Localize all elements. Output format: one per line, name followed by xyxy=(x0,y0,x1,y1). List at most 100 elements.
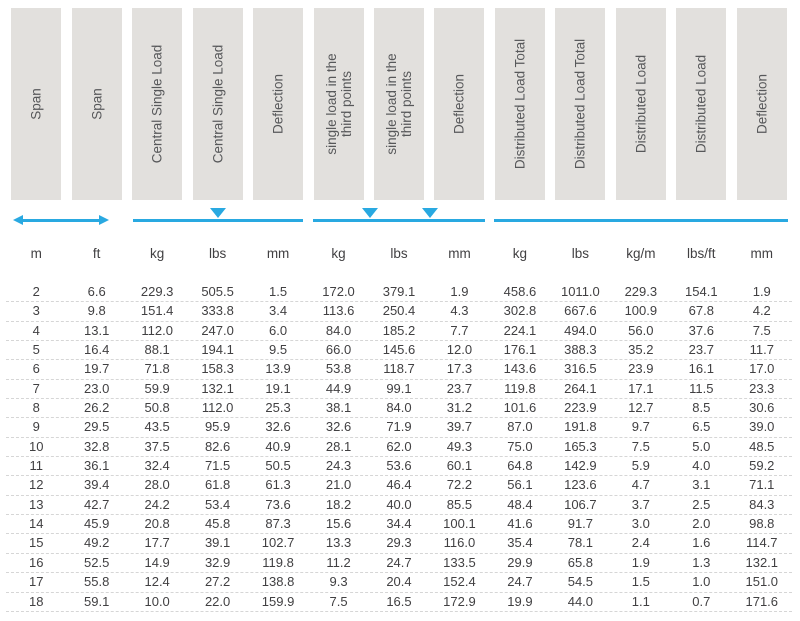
table-cell: 28.0 xyxy=(144,477,170,493)
table-cell: 40.9 xyxy=(265,438,291,454)
table-cell: 3.1 xyxy=(692,477,711,493)
table-cell: 29.3 xyxy=(386,535,412,551)
table-cell: 27.2 xyxy=(204,574,231,590)
table-cell: 1.5 xyxy=(631,574,650,590)
table-cell: 250.4 xyxy=(382,303,416,319)
table-cell: 165.3 xyxy=(564,438,597,454)
table-row: 15 49.2 17.7 39.1 102.7 13.3 29.3 116.0 35.4 78.1… xyxy=(6,534,792,554)
table-row: 7 23.0 59.9 132.1 19.1 44.9 99.1 23.7 119.8 264.1… xyxy=(6,380,792,400)
table-cell: 7.7 xyxy=(450,322,469,338)
table-cell: 16.5 xyxy=(386,593,412,609)
table-cell: 82.6 xyxy=(204,438,231,454)
table-cell: 71.9 xyxy=(386,419,412,435)
table-cell: 4.3 xyxy=(450,303,469,319)
table-cell: 116.0 xyxy=(443,535,476,551)
table-row: 2 6.6 229.3 505.5 1.5 172.0 379.1 1.9 458.6 1011.… xyxy=(6,283,792,303)
table-cell: 1.9 xyxy=(752,284,771,299)
table-cell: 45.9 xyxy=(84,516,110,532)
table-cell: 15.6 xyxy=(325,516,352,532)
table-cell: 6.6 xyxy=(87,284,106,299)
table-row: 17 55.8 12.4 27.2 138.8 9.3 20.4 152.4 24.7 54.5 1… xyxy=(6,573,792,593)
unit-label: lbs xyxy=(208,246,227,261)
table-cell: 61.3 xyxy=(265,477,291,493)
table-cell: 2.4 xyxy=(631,535,650,551)
table-cell: 18 xyxy=(28,593,44,609)
table-cell: 1.9 xyxy=(450,284,469,299)
table-cell: 75.0 xyxy=(507,438,533,454)
table-cell: 7.5 xyxy=(329,593,348,609)
table-cell: 143.6 xyxy=(503,361,537,377)
table-cell: 60.1 xyxy=(446,458,473,474)
table-cell: 38.1 xyxy=(325,400,352,416)
table-row: 6 19.7 71.8 158.3 13.9 53.8 118.7 17.3 143.6 316.… xyxy=(6,360,792,380)
table-cell: 29.9 xyxy=(507,554,533,570)
table-row: 11 36.1 32.4 71.5 50.5 24.3 53.6 60.1 64.8 142.9 5… xyxy=(6,457,792,477)
table-cell: 98.8 xyxy=(749,516,775,532)
table-cell: 25.3 xyxy=(265,400,291,416)
table-cell: 1011.0 xyxy=(560,284,600,299)
table-cell: 4.0 xyxy=(692,458,711,474)
table-cell: 6.5 xyxy=(692,419,711,435)
table-cell: 0.7 xyxy=(692,593,711,609)
table-row: 9 29.5 43.5 95.9 32.6 32.6 71.9 39.7 87.0 191.8 9.… xyxy=(6,418,792,438)
table-cell: 113.6 xyxy=(322,303,355,319)
table-cell: 171.6 xyxy=(745,593,779,609)
table-cell: 61.8 xyxy=(204,477,231,493)
table-cell: 52.5 xyxy=(84,554,110,570)
table-cell: 223.9 xyxy=(564,400,597,416)
unit-label: kg xyxy=(512,246,528,261)
unit-label: mm xyxy=(750,246,774,261)
table-cell: 152.4 xyxy=(443,574,476,590)
unit-label: ft xyxy=(92,246,101,261)
table-cell: 112.0 xyxy=(201,400,234,416)
units-row: m ft kg lbs mm kg lbs mm kg lbs kg/m lbs… xyxy=(6,246,792,264)
table-cell: 54.5 xyxy=(567,574,594,590)
table-cell: 11.7 xyxy=(749,342,774,358)
table-cell: 151.0 xyxy=(745,574,779,590)
table-cell: 15 xyxy=(28,535,44,551)
table-cell: 5.9 xyxy=(631,458,650,474)
table-cell: 2.0 xyxy=(692,516,711,532)
table-cell: 32.9 xyxy=(204,554,231,570)
table-cell: 87.3 xyxy=(265,516,291,532)
unit-label: mm xyxy=(266,246,290,261)
table-cell: 91.7 xyxy=(567,516,594,532)
table-cell: 71.1 xyxy=(749,477,775,493)
table-cell: 159.9 xyxy=(261,593,295,609)
table-cell: 40.0 xyxy=(386,496,412,512)
table-cell: 32.4 xyxy=(144,458,170,474)
table-cell: 123.6 xyxy=(564,477,597,493)
column-header-third-point-load-kg: single load in the third points xyxy=(313,8,364,200)
table-cell: 12.7 xyxy=(628,400,654,416)
table-cell: 7.5 xyxy=(752,322,771,338)
table-cell: 6.0 xyxy=(269,322,288,338)
table-cell: 133.5 xyxy=(443,554,476,570)
column-header-central-single-load-kg: Central Single Load xyxy=(132,8,183,200)
table-cell: 145.6 xyxy=(382,342,416,358)
table-cell: 247.0 xyxy=(201,322,234,338)
column-header-label: Deflection xyxy=(754,73,770,135)
span-arrow-right-icon xyxy=(99,215,109,225)
unit-label: lbs/ft xyxy=(687,246,716,261)
table-cell: 32.8 xyxy=(84,438,110,454)
column-header-label: single load in the third points xyxy=(383,53,414,155)
central-load-point-icon xyxy=(210,208,226,218)
table-cell: 53.8 xyxy=(325,361,352,377)
table-cell: 49.2 xyxy=(84,535,110,551)
table-cell: 53.6 xyxy=(386,458,412,474)
unit-label: m xyxy=(30,246,42,261)
table-header-row: Span Span Central Single Load Central Si… xyxy=(6,8,792,200)
column-header-span-m: Span xyxy=(11,8,62,200)
table-cell: 13.3 xyxy=(325,535,352,551)
table-cell: 44.0 xyxy=(567,593,594,609)
column-header-label: Span xyxy=(89,88,105,120)
table-cell: 1.1 xyxy=(631,593,650,609)
table-cell: 31.2 xyxy=(446,400,473,416)
table-cell: 3.0 xyxy=(631,516,650,532)
table-cell: 55.8 xyxy=(84,574,110,590)
table-cell: 176.1 xyxy=(503,342,537,358)
column-header-central-single-load-lbs: Central Single Load xyxy=(192,8,243,200)
column-header-distributed-load-total-lbs: Distributed Load Total xyxy=(555,8,606,200)
table-cell: 16.4 xyxy=(84,342,110,358)
